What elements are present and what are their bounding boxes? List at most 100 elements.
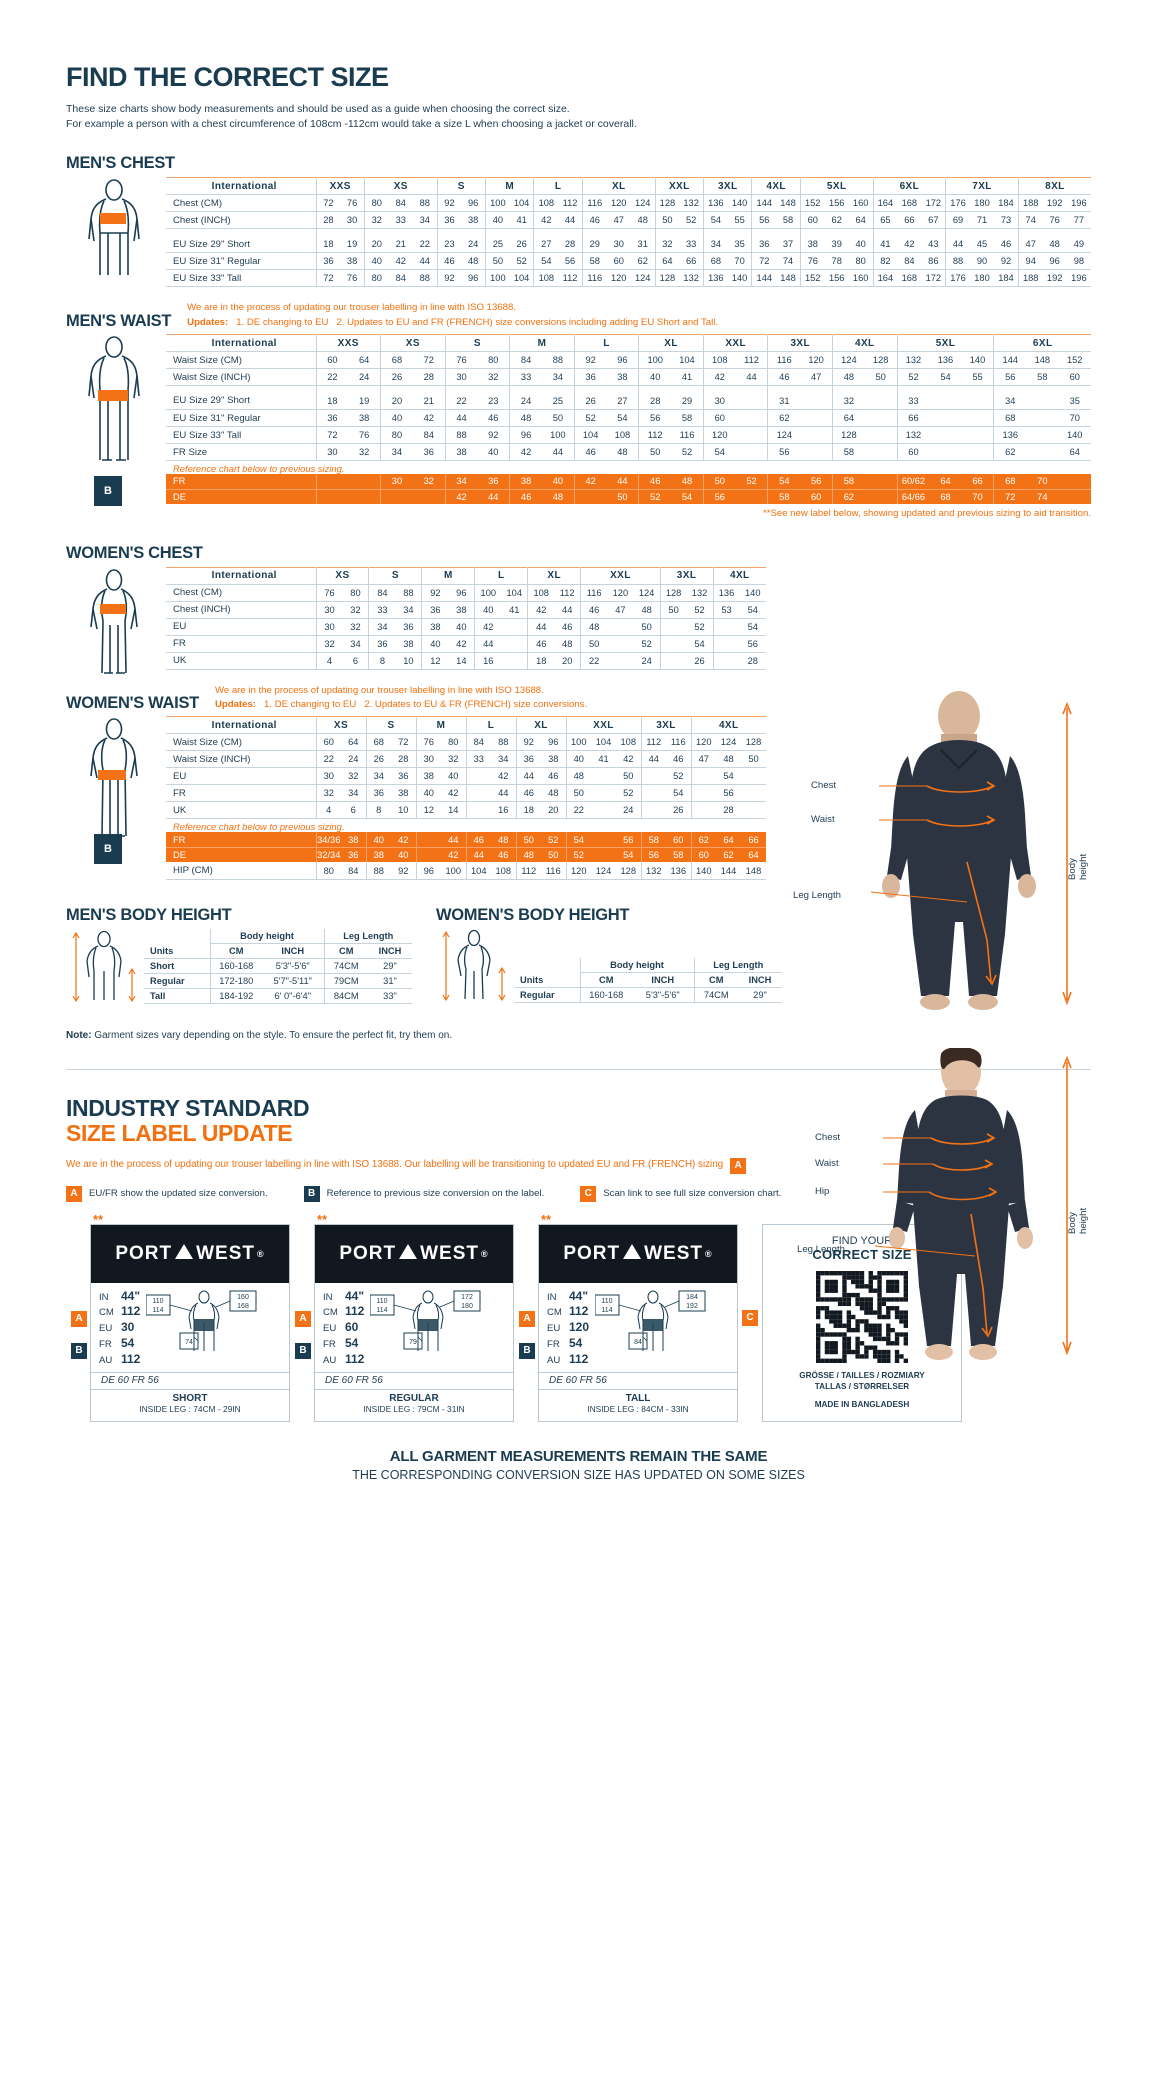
table-cell (591, 767, 616, 786)
table-cell: 29 (581, 235, 607, 254)
table-cell: 27 (606, 392, 639, 411)
size-group-header: L (474, 567, 528, 585)
svg-text:192: 192 (686, 1303, 698, 1310)
row-label: International (166, 567, 316, 585)
table-cell: 112 (515, 862, 541, 880)
bh-cell: 29" (738, 987, 782, 1003)
female-height-figure (436, 929, 514, 1003)
female-body-height-label: Body height (1067, 1207, 1089, 1234)
table-cell (501, 652, 528, 670)
table-cell: 52 (686, 618, 714, 636)
table-cell: 56 (638, 409, 672, 428)
table-cell (929, 443, 962, 462)
reference-cell: 54 (671, 488, 704, 505)
table-cell: 112 (638, 426, 672, 445)
label-fit-footer: SHORT INSIDE LEG : 74CM - 29IN (91, 1388, 289, 1418)
table-cell: 42 (702, 368, 736, 387)
table-cell: 34 (342, 635, 369, 653)
size-group-header: 4XL (832, 334, 898, 353)
bh-unit: INCH (632, 972, 694, 988)
table-cell: 100 (638, 351, 672, 370)
table-cell: 76 (340, 194, 365, 213)
table-cell: 84 (897, 252, 922, 271)
table-cell: 48 (541, 784, 566, 803)
table-cell: 140 (727, 194, 752, 213)
table-cell: 32 (342, 618, 369, 636)
brand-name: PORT WEST ® (339, 1242, 489, 1264)
bh-units-label: Units (144, 943, 210, 959)
size-group-header: 8XL (1017, 177, 1091, 196)
table-cell: 76 (315, 584, 343, 602)
table-cell: 92 (436, 194, 462, 213)
reference-cell: 32 (412, 474, 446, 490)
table-cell: 20 (363, 235, 389, 254)
table-cell: 38 (461, 211, 486, 230)
table-cell: 43 (921, 235, 946, 254)
reference-cell (864, 488, 898, 505)
table-cell: 23 (436, 235, 462, 254)
table-cell: 39 (824, 235, 849, 254)
table-cell (659, 618, 687, 636)
label-tag-b: B (71, 1342, 87, 1359)
reference-cell (864, 474, 898, 490)
table-cell: 108 (702, 351, 736, 370)
brand-bar: PORT WEST ® (91, 1224, 289, 1283)
table-cell: 148 (741, 862, 766, 880)
table-cell: 44 (515, 767, 541, 786)
male-waist-figure (66, 334, 166, 462)
reference-cell: 38 (509, 474, 542, 490)
table-cell (591, 784, 616, 803)
label-previous-sizing: DE 60 FR 56 (539, 1371, 737, 1389)
reference-row: DE 42 44 46 48 50 52 54 56 58 60 62 64/66 68 70 72 74 (166, 488, 1091, 505)
table-cell: 50 (633, 618, 661, 636)
size-group-header: 3XL (702, 177, 752, 196)
table-row: Waist Size (INCH) 22 24 26 28 30 32 33 34 36 38 40 4… (166, 750, 766, 769)
table-cell (961, 443, 994, 462)
table-cell: 180 (969, 194, 995, 213)
row-label: HIP (CM) (166, 862, 316, 880)
reference-cell: 44 (606, 474, 639, 490)
table-cell: 92 (477, 426, 510, 445)
table-cell: 36 (436, 211, 462, 230)
size-group-header: 6XL (993, 334, 1091, 353)
mens-waist-note-line1: We are in the process of updating our tr… (187, 302, 517, 314)
table-cell: 26 (573, 392, 607, 411)
table-cell: 25 (541, 392, 575, 411)
bh-cell: 31" (368, 973, 412, 989)
table-cell (864, 392, 898, 411)
row-label: EU (166, 618, 316, 636)
table-row: EU Size 31" Regular 36 38 40 42 44 46 48 50 52 54 5… (166, 252, 1091, 271)
labels-row: ** A B PORT WEST ® IN 44" CM 112 EU 30 FR 54 AU 112 110 1… (71, 1212, 1091, 1423)
reference-cell: 34/36 (315, 832, 341, 848)
table-cell: 66 (896, 409, 930, 428)
reference-row: FR 30 32 34 36 38 40 42 44 46 48 50 52 54 56 58 60/62 64 6… (166, 474, 1091, 490)
table-cell: 42 (509, 443, 542, 462)
table-cell: 132 (896, 426, 930, 445)
table-cell: 196 (1066, 269, 1091, 288)
size-group-header: M (485, 177, 534, 196)
table-cell: 120 (565, 862, 591, 880)
reference-cell: 64/66 (896, 488, 930, 505)
qr-code-icon[interactable] (816, 1270, 908, 1363)
table-cell: 54 (686, 635, 714, 653)
mens-body-height-table: Body height Leg Length Units CM INCH CM INCH Sh… (144, 928, 412, 1004)
bh-row-label: Tall (144, 988, 210, 1004)
reference-cell: 56 (702, 488, 736, 505)
table-cell: 36 (515, 750, 541, 769)
table-cell: 24 (461, 235, 486, 254)
reference-cell: 68 (929, 488, 962, 505)
reference-cell (415, 846, 441, 863)
table-cell: 70 (1058, 409, 1091, 428)
table-cell: 68 (702, 252, 728, 271)
table-cell: 152 (799, 194, 825, 213)
male-chest-figure (66, 177, 166, 287)
b-tag-mens: B (94, 476, 122, 507)
table-cell: 112 (735, 351, 768, 370)
table-cell: 116 (671, 426, 704, 445)
legend-tag: B (303, 1185, 320, 1202)
table-cell: 60 (1058, 368, 1091, 387)
table-cell: 82 (872, 252, 898, 271)
row-label: EU Size 31" Regular (166, 409, 316, 428)
table-cell (929, 409, 962, 428)
table-cell: 104 (509, 269, 534, 288)
